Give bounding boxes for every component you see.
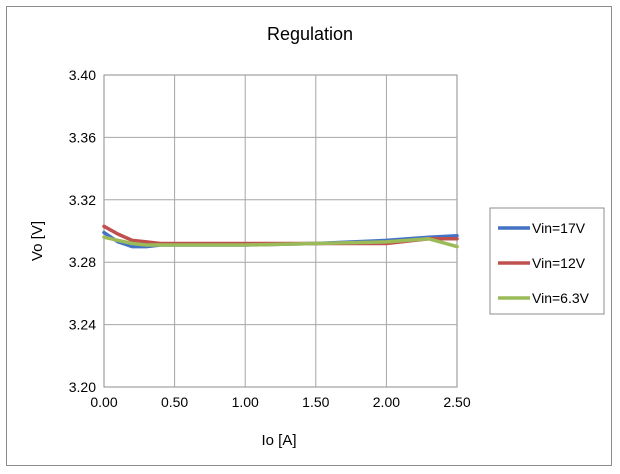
y-tick-label: 3.32 (69, 192, 96, 208)
x-tick-label: 1.50 (302, 394, 329, 410)
x-tick-label: 2.00 (373, 394, 400, 410)
x-tick-label: 0.00 (90, 394, 117, 410)
y-tick-label: 3.36 (69, 129, 96, 145)
plot-area (103, 74, 458, 388)
y-tick-label: 3.20 (69, 379, 96, 395)
legend-label-vin-12v: Vin=12V (532, 255, 586, 271)
legend: Vin=17V Vin=12V Vin=6.3V (489, 207, 605, 315)
legend-label-vin-17v: Vin=17V (532, 220, 586, 236)
tick-labels: 0.00 0.50 1.00 1.50 2.00 2.50 3.20 3.24 3.28 3.32… (69, 67, 471, 410)
series-lines (102, 224, 459, 249)
x-tick-label: 2.50 (443, 394, 470, 410)
x-tick-label: 1.00 (232, 394, 259, 410)
legend-label-vin-6-3v: Vin=6.3V (532, 290, 590, 306)
chart-title: Regulation (267, 24, 353, 44)
x-tick-label: 0.50 (161, 394, 188, 410)
y-tick-label: 3.28 (69, 254, 96, 270)
x-axis-label: Io [A] (261, 432, 296, 449)
y-axis-label: Vo [V] (29, 221, 46, 261)
series-line-vin-6-3v (102, 235, 459, 249)
grid (103, 74, 458, 388)
y-tick-label: 3.40 (69, 67, 96, 83)
y-tick-label: 3.24 (69, 317, 96, 333)
